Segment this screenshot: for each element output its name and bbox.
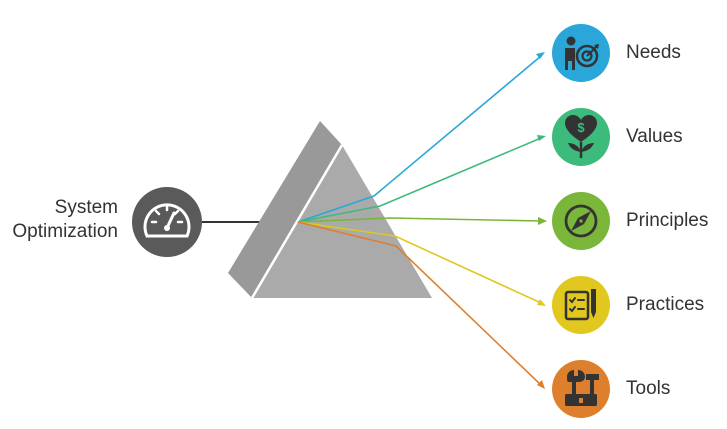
hammer-wrench-icon bbox=[565, 370, 599, 406]
beam-needs bbox=[297, 55, 542, 223]
output-label-tools: Tools bbox=[626, 378, 671, 399]
arrowhead-tools bbox=[537, 380, 545, 389]
input-label: System Optimization bbox=[0, 196, 118, 244]
compass-icon bbox=[564, 204, 598, 238]
arrowhead-practices bbox=[537, 299, 546, 306]
prism bbox=[228, 121, 432, 299]
output-node-principles bbox=[552, 192, 610, 250]
beam-principles bbox=[297, 217, 542, 223]
prism-edge bbox=[250, 144, 344, 299]
input-label-line1: System bbox=[54, 197, 118, 218]
output-label-values: Values bbox=[626, 126, 683, 147]
output-label-practices: Practices bbox=[626, 294, 705, 315]
input-node bbox=[132, 187, 202, 257]
beam-tools bbox=[297, 221, 542, 386]
arrowhead-values bbox=[537, 135, 546, 141]
beam-values bbox=[297, 137, 542, 223]
output-label-needs: Needs bbox=[626, 42, 681, 63]
dispersed-beams bbox=[297, 52, 547, 389]
person-target-icon bbox=[565, 36, 599, 70]
input-label-line2: Optimization bbox=[12, 221, 118, 242]
output-label-principles: Principles bbox=[626, 210, 709, 231]
svg-text:$: $ bbox=[577, 120, 585, 135]
arrowhead-needs bbox=[536, 52, 545, 59]
output-node-needs bbox=[552, 24, 610, 82]
prism-side-face bbox=[228, 121, 342, 298]
prism-front-face bbox=[252, 145, 432, 298]
arrowhead-principles bbox=[538, 217, 547, 225]
output-node-values: $ bbox=[552, 108, 610, 166]
output-node-practices bbox=[552, 276, 610, 334]
checklist-pen-icon bbox=[564, 289, 596, 321]
speedometer-icon bbox=[143, 203, 191, 238]
beam-practices bbox=[297, 221, 542, 304]
heart-dollar-plant-icon: $ bbox=[565, 115, 597, 158]
output-node-tools bbox=[552, 360, 610, 418]
input-node-circle bbox=[132, 187, 202, 257]
